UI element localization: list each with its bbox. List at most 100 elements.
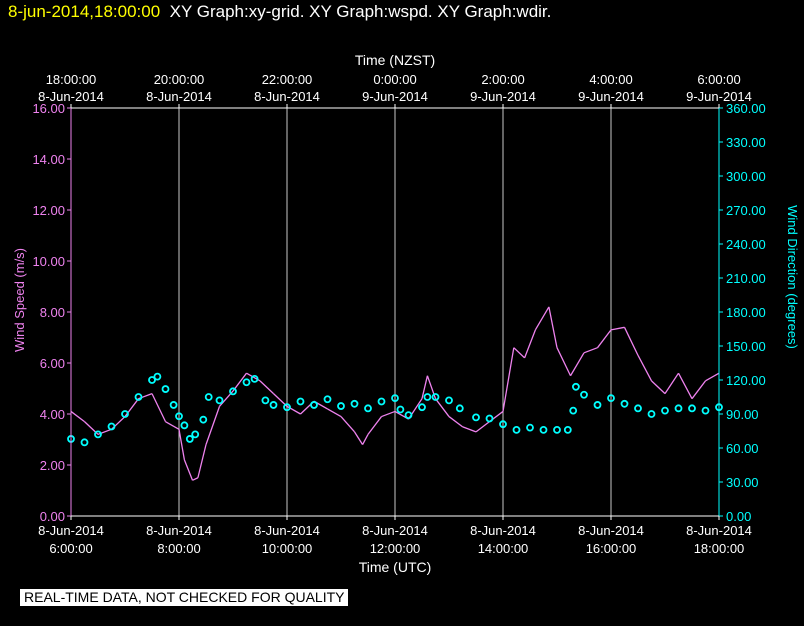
wind-direction-point	[296, 397, 305, 406]
wind-speed-segment	[475, 421, 490, 433]
wind-speed-segment	[259, 380, 274, 395]
wind-direction-point	[215, 396, 224, 405]
axes	[67, 104, 723, 520]
left-tick-label: 12.00	[32, 203, 65, 218]
wind-speed-segment	[502, 347, 515, 412]
wind-speed-segment	[513, 347, 526, 359]
wind-direction-point	[431, 393, 440, 401]
wind-direction-point	[175, 412, 183, 421]
wind-direction-point	[364, 404, 372, 413]
wind-direction-point	[512, 425, 521, 434]
wind-speed-segment	[534, 306, 550, 331]
bottom-tick-date: 8-Jun-2014	[38, 523, 104, 538]
left-tick-label: 8.00	[40, 305, 65, 320]
wind-direction-point	[472, 413, 480, 422]
wind-direction-point	[391, 394, 399, 403]
bottom-tick-time: 6:00:00	[49, 541, 92, 556]
wind-direction-point	[153, 372, 162, 381]
left-tick-label: 10.00	[32, 254, 65, 269]
left-tick-label: 0.00	[40, 509, 65, 524]
wind-speed-segment	[651, 380, 666, 395]
wind-direction-point	[674, 404, 683, 413]
wind-speed-segment	[381, 410, 396, 418]
grid-lines	[70, 108, 720, 516]
wind-speed-segment	[178, 429, 186, 461]
wind-speed-segment	[232, 372, 248, 392]
left-tick-label: 16.00	[32, 101, 65, 116]
wind-direction-point	[199, 415, 208, 424]
wind-speed-segment	[705, 372, 720, 382]
bottom-tick-date: 8-Jun-2014	[470, 523, 536, 538]
wind-direction-point	[107, 422, 116, 431]
wind-direction-point	[337, 402, 345, 410]
wind-direction-point	[418, 403, 426, 412]
wind-direction-point	[620, 399, 629, 408]
bottom-tick-time: 8:00:00	[157, 541, 200, 556]
wind-direction-point	[539, 425, 548, 434]
wind-speed-segment	[556, 347, 572, 377]
top-tick-time: 2:00:00	[481, 72, 524, 87]
top-tick-date: 9-Jun-2014	[362, 89, 428, 104]
right-tick-label: 330.00	[726, 135, 766, 150]
bottom-tick-time: 18:00:00	[694, 541, 745, 556]
right-tick-label: 150.00	[726, 339, 766, 354]
top-tick-time: 6:00:00	[697, 72, 740, 87]
wind-speed-segment	[192, 477, 199, 481]
wind-speed-segment	[151, 393, 167, 422]
top-tick-date: 9-Jun-2014	[686, 89, 752, 104]
bottom-axis-title: Time (UTC)	[359, 559, 432, 575]
wind-direction-point	[94, 430, 102, 439]
bottom-tick-date: 8-Jun-2014	[146, 523, 212, 538]
wind-direction-point	[423, 393, 432, 401]
bottom-tick-date: 8-Jun-2014	[362, 523, 428, 538]
right-tick-label: 240.00	[726, 237, 766, 252]
right-tick-label: 360.00	[726, 101, 766, 116]
wind-direction-point	[261, 396, 270, 405]
wind-speed-segment	[548, 306, 558, 348]
wind-direction-point	[269, 401, 278, 409]
wind-speed-segment	[124, 398, 140, 417]
wind-direction-point	[185, 435, 194, 443]
wind-direction-point	[572, 382, 580, 391]
top-tick-time: 22:00:00	[262, 72, 313, 87]
wind-direction-point	[310, 401, 318, 409]
wind-direction-point	[283, 403, 291, 412]
bottom-tick-date: 8-Jun-2014	[254, 523, 320, 538]
wind-direction-point	[134, 393, 143, 401]
wind-direction-point	[377, 397, 386, 406]
wind-speed-segment	[165, 421, 180, 430]
right-tick-label: 60.00	[726, 441, 759, 456]
wind-direction-point	[161, 385, 170, 393]
right-tick-label: 270.00	[726, 203, 766, 218]
right-tick-label: 120.00	[726, 373, 766, 388]
wind-direction-point	[191, 430, 200, 439]
wind-direction-point	[323, 395, 332, 404]
wind-speed-segment	[677, 372, 693, 400]
wind-speed-segment	[70, 410, 85, 423]
wind-speed-segment	[623, 327, 639, 356]
timestamp: 8-jun-2014,18:00:00	[8, 2, 161, 21]
wind-direction-point	[499, 420, 507, 429]
wind-speed-segment	[664, 372, 680, 394]
left-axis-title: Wind Speed (m/s)	[12, 248, 27, 352]
wind-direction-point	[229, 387, 237, 396]
top-tick-time: 18:00:00	[46, 72, 97, 87]
right-tick-label: 180.00	[726, 305, 766, 320]
chart-header: 8-jun-2014,18:00:00 XY Graph:xy-grid. XY…	[8, 0, 551, 24]
wind-direction-point	[455, 404, 464, 413]
top-tick-time: 0:00:00	[373, 72, 416, 87]
wind-direction-point	[688, 404, 696, 413]
wind-direction-point	[404, 411, 413, 420]
right-tick-label: 210.00	[726, 271, 766, 286]
right-tick-label: 90.00	[726, 407, 759, 422]
wind-speed-segment	[596, 329, 612, 349]
right-tick-label: 300.00	[726, 169, 766, 184]
wind-speed-segment	[462, 426, 477, 433]
left-tick-label: 2.00	[40, 458, 65, 473]
wind-direction-point	[563, 425, 572, 434]
wind-direction-point	[148, 376, 156, 384]
graph-titles: XY Graph:xy-grid. XY Graph:wspd. XY Grap…	[169, 2, 552, 21]
top-tick-date: 8-Jun-2014	[254, 89, 320, 104]
wind-direction-point	[242, 378, 251, 387]
